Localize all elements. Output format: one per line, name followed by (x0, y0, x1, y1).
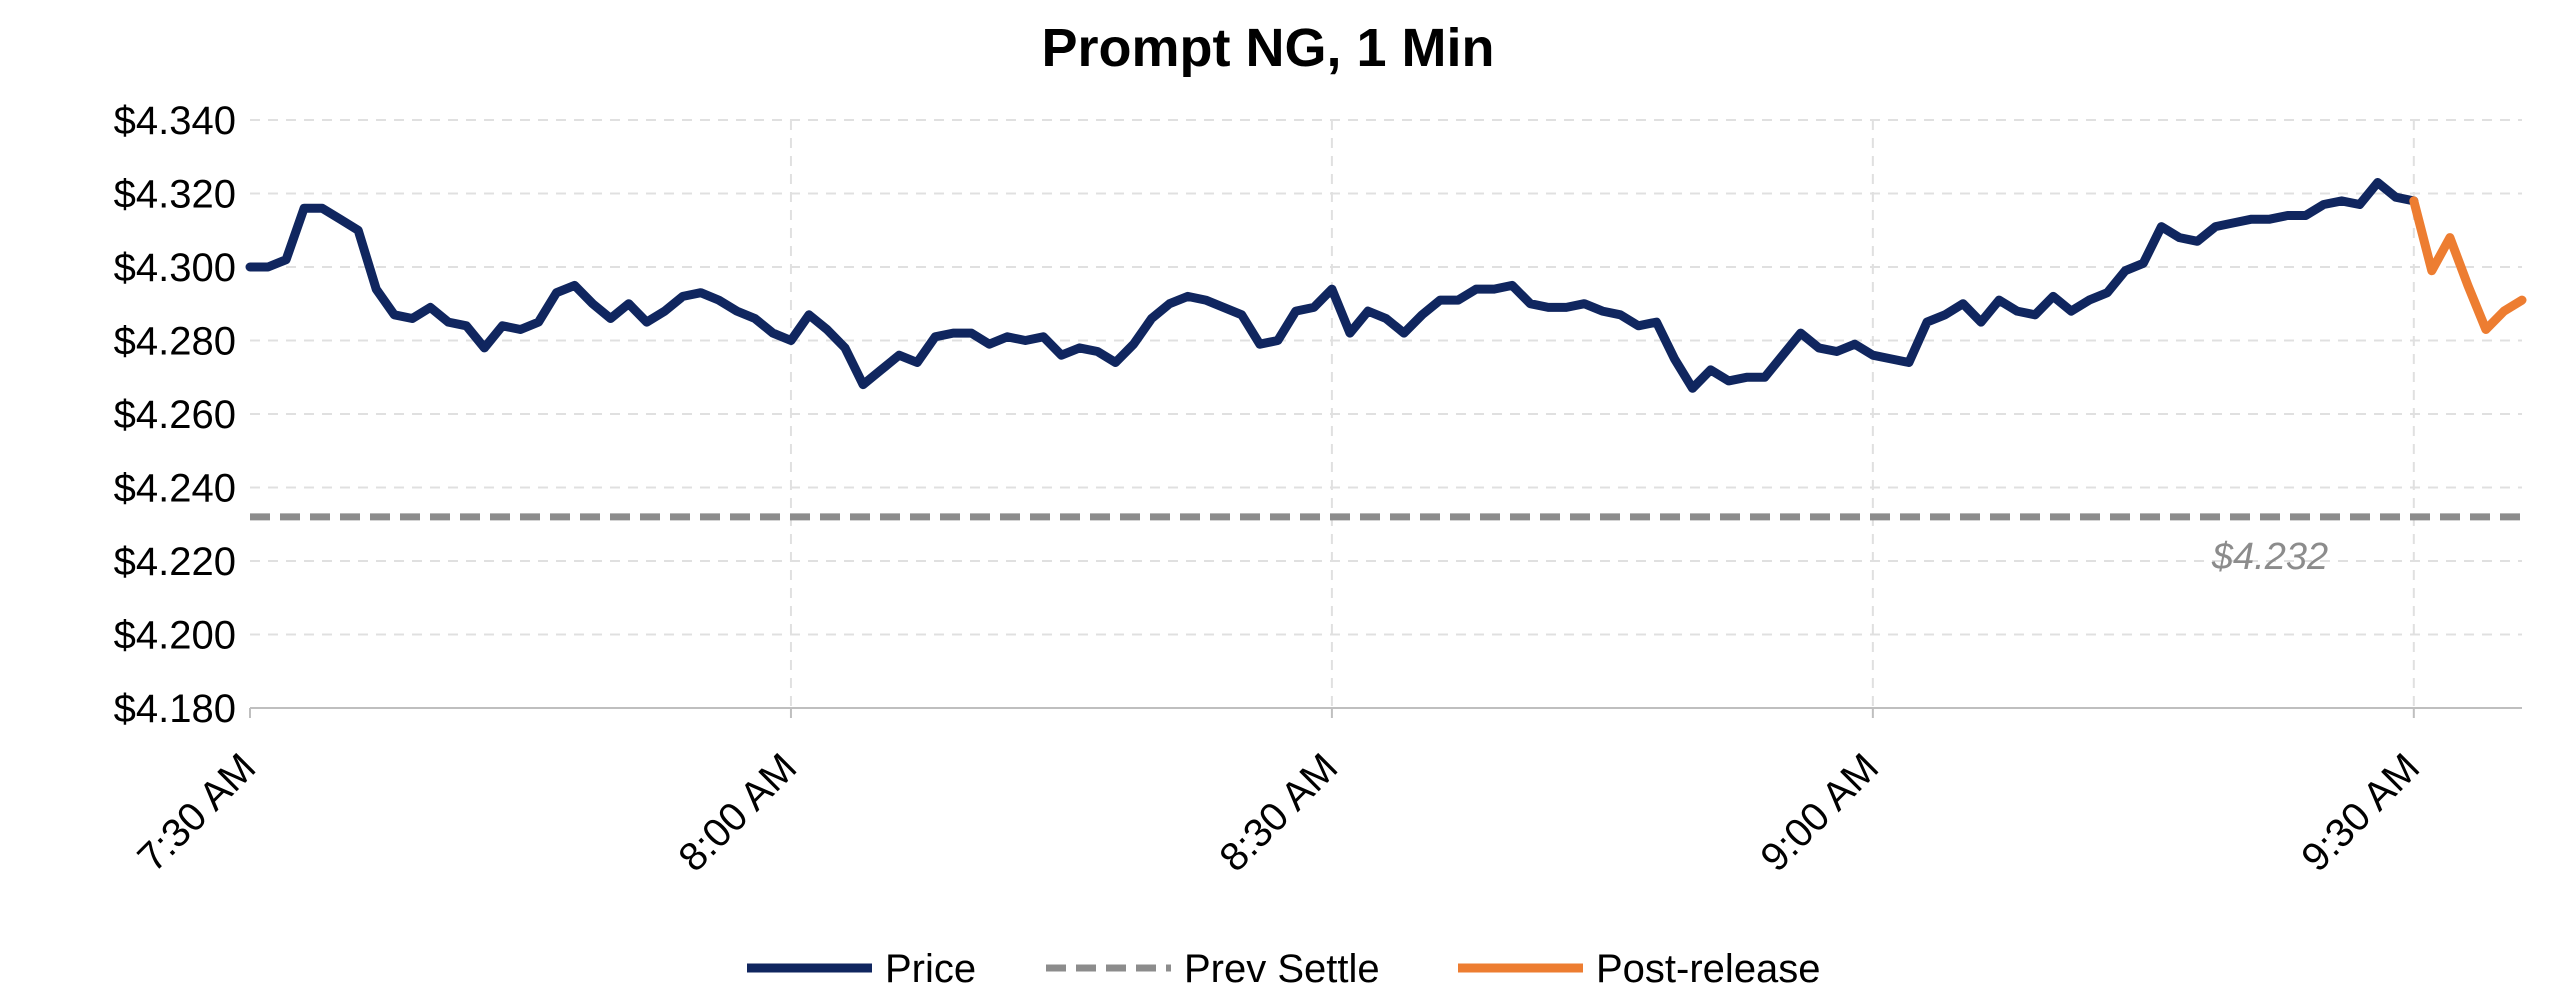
y-tick-label: $4.320 (114, 173, 236, 217)
x-axis: 7:30 AM 8:00 AM 8:30 AM 9:00 AM 9:30 AM (129, 707, 2522, 880)
x-tick-label: 8:30 AM (1211, 745, 1346, 880)
y-tick-label: $4.240 (114, 467, 236, 511)
grid (250, 119, 2522, 708)
price-line (245, 178, 2419, 393)
y-axis: $4.180 $4.200 $4.220 $4.240 $4.260 $4.280 $4.3… (114, 99, 236, 731)
legend: Price Prev Settle Post-release (747, 947, 1821, 991)
y-tick-label: $4.200 (114, 614, 236, 658)
y-tick-label: $4.300 (114, 246, 236, 290)
y-tick-label: $4.340 (114, 99, 236, 143)
chart-title: Prompt NG, 1 Min (1041, 18, 1494, 78)
y-tick-label: $4.280 (114, 320, 236, 364)
legend-prev-settle-label: Prev Settle (1184, 947, 1380, 991)
legend-price-label: Price (885, 947, 976, 991)
y-tick-label: $4.180 (114, 687, 236, 731)
legend-post-release-label: Post-release (1596, 947, 1821, 991)
x-tick-label: 9:00 AM (1752, 745, 1887, 880)
x-tick-label: 7:30 AM (129, 745, 264, 880)
prev-settle-label: $4.232 (2211, 536, 2328, 578)
y-tick-label: $4.260 (114, 393, 236, 437)
x-tick-label: 8:00 AM (670, 745, 805, 880)
post-release-line (2409, 196, 2527, 334)
series-layer: $4.232 (245, 178, 2527, 578)
x-tick-label: 9:30 AM (2293, 745, 2428, 880)
y-tick-label: $4.220 (114, 540, 236, 584)
